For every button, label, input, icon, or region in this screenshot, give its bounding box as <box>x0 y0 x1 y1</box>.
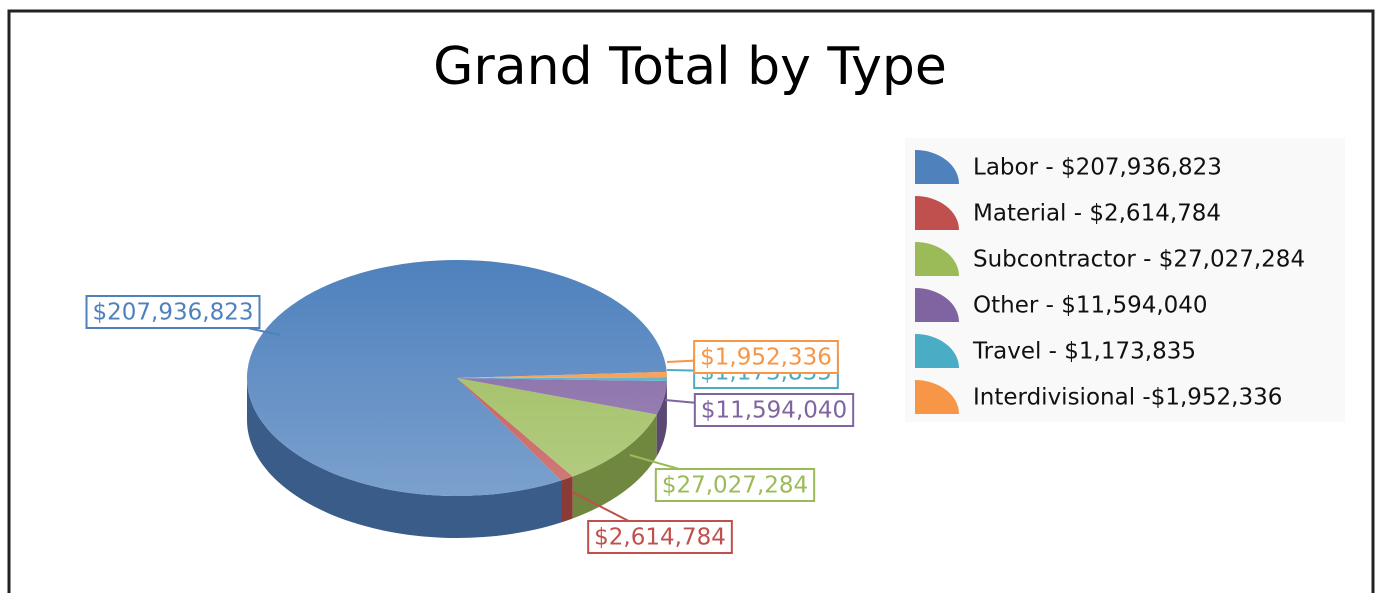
data-label: $2,614,784 <box>594 525 726 551</box>
legend-swatch <box>915 288 959 322</box>
data-label: $207,936,823 <box>93 300 254 326</box>
data-label: $27,027,284 <box>662 473 808 499</box>
data-label: $11,594,040 <box>701 398 847 424</box>
data-label-box <box>654 468 816 502</box>
legend-swatch <box>915 150 959 184</box>
slice-side <box>561 476 573 523</box>
data-label-box <box>693 340 839 374</box>
data-label-box <box>587 520 733 554</box>
data-label-box <box>693 393 855 427</box>
legend-label: Travel - $1,173,835 <box>972 339 1196 365</box>
legend-swatch <box>915 380 959 414</box>
legend-swatch <box>915 334 959 368</box>
slice-side <box>247 378 562 538</box>
chart-title: Grand Total by Type <box>433 37 947 97</box>
legend-swatch <box>915 242 959 276</box>
legend-label: Material - $2,614,784 <box>973 201 1221 227</box>
data-label: $1,952,336 <box>700 345 832 371</box>
legend-label: Subcontractor - $27,027,284 <box>973 247 1305 273</box>
data-label-box <box>85 295 261 329</box>
legend-box <box>905 138 1345 422</box>
legend-swatch <box>915 196 959 230</box>
legend-label: Interdivisional -$1,952,336 <box>973 385 1282 411</box>
legend-label: Other - $11,594,040 <box>973 293 1208 319</box>
legend-label: Labor - $207,936,823 <box>973 155 1222 181</box>
